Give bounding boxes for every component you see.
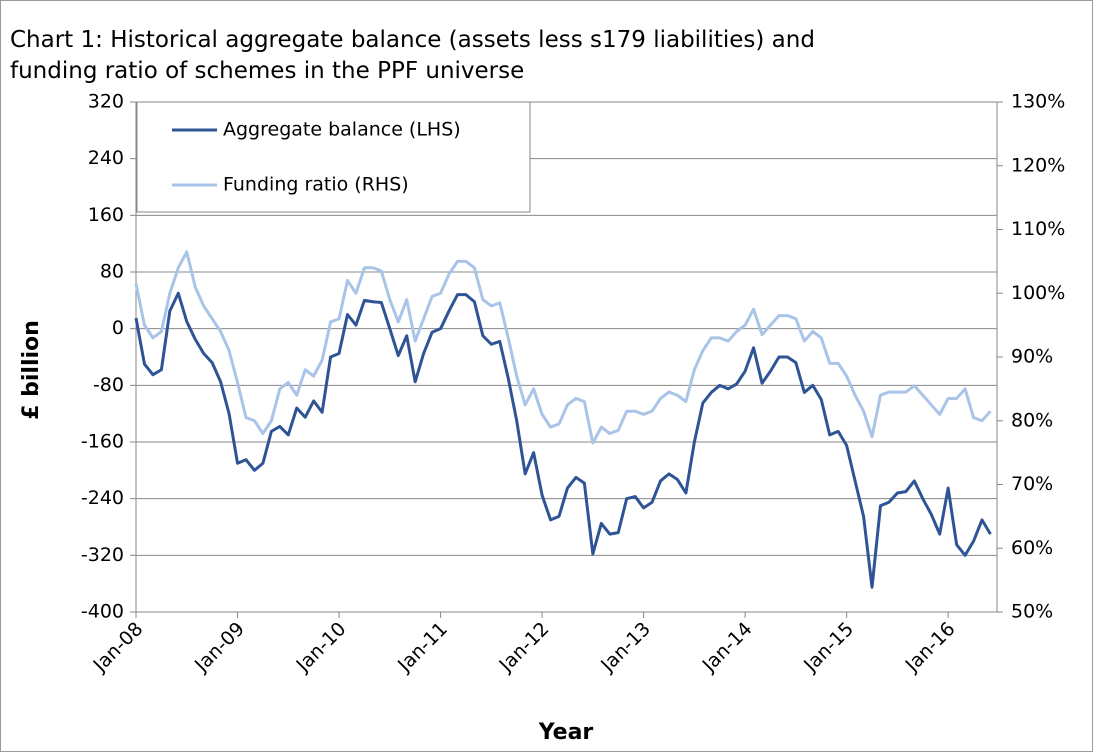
chart-title: Chart 1: Historical aggregate balance (a…: [10, 27, 815, 84]
y2-tick-label: 90%: [1011, 346, 1053, 368]
y2-tick-label: 50%: [1011, 601, 1053, 623]
y2-tick-label: 130%: [1011, 91, 1065, 113]
x-axis-label: Year: [538, 720, 594, 745]
y-tick-label: -400: [81, 601, 124, 623]
y-tick-label: 0: [112, 317, 124, 339]
title-line: funding ratio of schemes in the PPF univ…: [10, 58, 524, 84]
y2-tick-label: 60%: [1011, 537, 1053, 559]
y-tick-label: -160: [81, 431, 124, 453]
y-tick-label: -320: [81, 544, 124, 566]
y-tick-label: 80: [100, 261, 124, 283]
y-axis-label: £ billion: [19, 320, 44, 420]
legend-label: Funding ratio (RHS): [223, 174, 409, 196]
legend-label: Aggregate balance (LHS): [223, 119, 461, 141]
y-tick-label: 240: [88, 147, 124, 169]
series-line: [134, 291, 992, 589]
y2-tick-label: 80%: [1011, 409, 1053, 431]
y-tick-label: -240: [81, 487, 124, 509]
y-tick-label: -80: [93, 374, 124, 396]
y-tick-label: 160: [88, 204, 124, 226]
y2-tick-label: 70%: [1011, 473, 1053, 495]
y2-tick-label: 110%: [1011, 218, 1065, 240]
title-line: Chart 1: Historical aggregate balance (a…: [10, 27, 815, 53]
y2-tick-label: 120%: [1011, 154, 1065, 176]
legend-box: [136, 101, 531, 213]
series-line: [134, 250, 992, 445]
y2-tick-label: 100%: [1011, 282, 1065, 304]
y-tick-label: 320: [88, 91, 124, 113]
